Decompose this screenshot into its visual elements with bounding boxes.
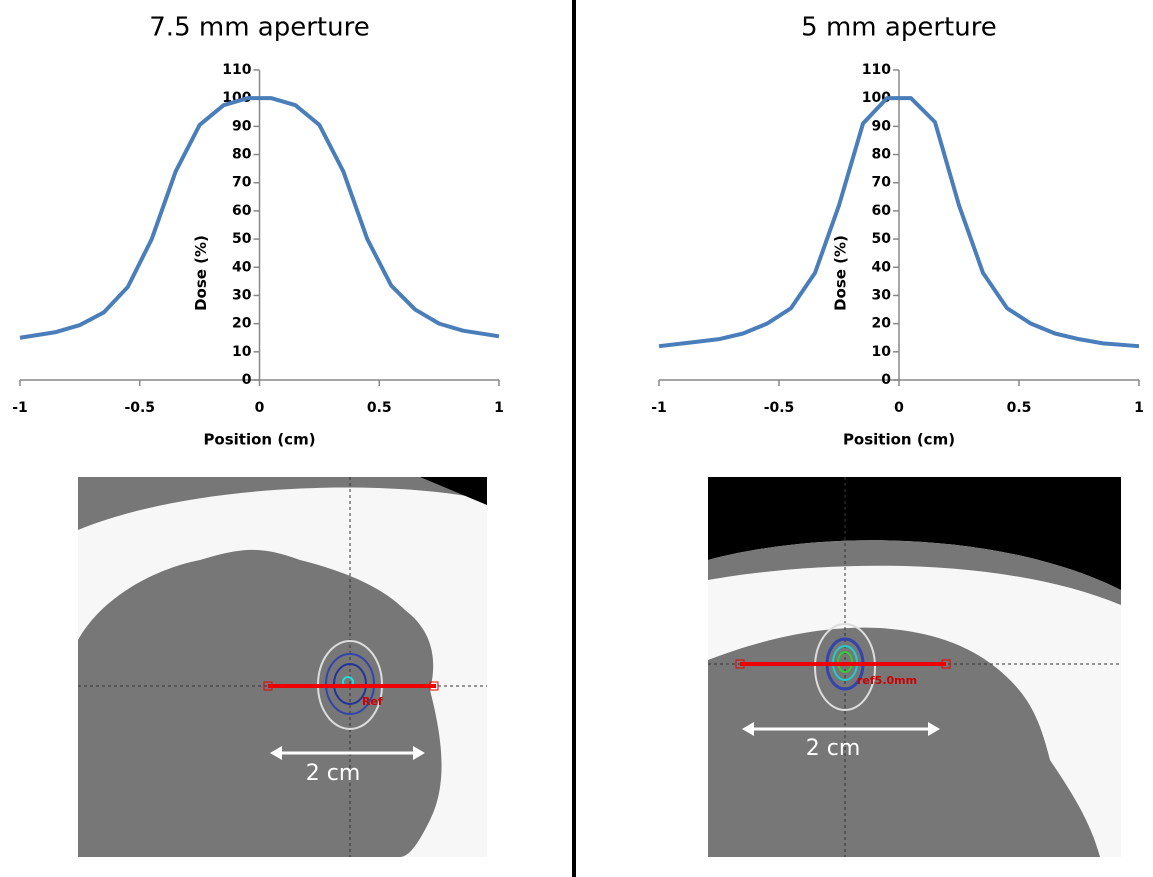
marker-label: Ref bbox=[362, 695, 383, 708]
y-tick-label: 50 bbox=[872, 231, 892, 247]
y-tick-label: 80 bbox=[872, 147, 892, 163]
y-tick-label: 110 bbox=[222, 62, 251, 78]
ct-image-right: ref5.0mm 2 cm bbox=[708, 477, 1121, 857]
x-tick-label: 1 bbox=[494, 400, 504, 416]
chart-title: 7.5 mm aperture bbox=[149, 13, 369, 43]
x-axis-label: Position (cm) bbox=[843, 431, 955, 449]
y-tick-label: 40 bbox=[872, 259, 892, 275]
x-tick-label: -1 bbox=[12, 400, 28, 416]
isodose bbox=[814, 623, 876, 711]
chart-title: 5 mm aperture bbox=[801, 13, 997, 43]
x-tick-label: 0.5 bbox=[367, 400, 392, 416]
y-tick-label: 90 bbox=[872, 118, 892, 134]
x-tick-label: 0 bbox=[255, 400, 265, 416]
y-tick-label: 90 bbox=[232, 118, 252, 134]
skull bbox=[708, 540, 1121, 605]
air bbox=[708, 477, 1121, 590]
scale-label: 2 cm bbox=[306, 761, 361, 786]
y-tick-label: 50 bbox=[232, 231, 252, 247]
handle bbox=[263, 681, 273, 691]
marker-label: ref5.0mm bbox=[857, 674, 917, 687]
y-tick-label: 10 bbox=[232, 344, 252, 360]
handle bbox=[429, 681, 439, 691]
scale-label: 2 cm bbox=[806, 736, 861, 761]
brain bbox=[78, 549, 442, 857]
y-axis-label: Dose (%) bbox=[832, 235, 850, 311]
y-tick-label: 70 bbox=[872, 175, 892, 191]
y-axis-label: Dose (%) bbox=[192, 235, 210, 311]
x-tick-label: -0.5 bbox=[764, 400, 795, 416]
y-tick-label: 30 bbox=[232, 287, 252, 303]
brain bbox=[708, 627, 1100, 857]
x-tick-label: 0 bbox=[894, 400, 904, 416]
y-tick-label: 0 bbox=[242, 372, 252, 388]
y-tick-label: 0 bbox=[881, 372, 891, 388]
y-tick-label: 80 bbox=[232, 147, 252, 163]
air bbox=[420, 477, 487, 505]
y-tick-label: 60 bbox=[872, 203, 892, 219]
x-tick-label: 0.5 bbox=[1007, 400, 1032, 416]
y-tick-label: 40 bbox=[232, 259, 252, 275]
x-tick-label: -0.5 bbox=[124, 400, 155, 416]
ct-image-left: Ref 2 cm bbox=[78, 477, 487, 857]
x-tick-label: 1 bbox=[1134, 400, 1144, 416]
y-tick-label: 10 bbox=[872, 344, 892, 360]
data-line bbox=[19, 96, 500, 340]
x-axis-label: Position (cm) bbox=[203, 431, 315, 449]
handle bbox=[941, 659, 951, 669]
handle bbox=[735, 659, 745, 669]
y-tick-label: 30 bbox=[872, 287, 892, 303]
y-tick-label: 60 bbox=[232, 203, 252, 219]
data-line bbox=[658, 96, 1140, 349]
y-tick-label: 20 bbox=[872, 316, 892, 332]
skull bbox=[78, 477, 487, 530]
x-tick-label: -1 bbox=[651, 400, 667, 416]
y-tick-label: 20 bbox=[232, 316, 252, 332]
y-tick-label: 110 bbox=[862, 62, 891, 78]
y-tick-label: 70 bbox=[232, 175, 252, 191]
